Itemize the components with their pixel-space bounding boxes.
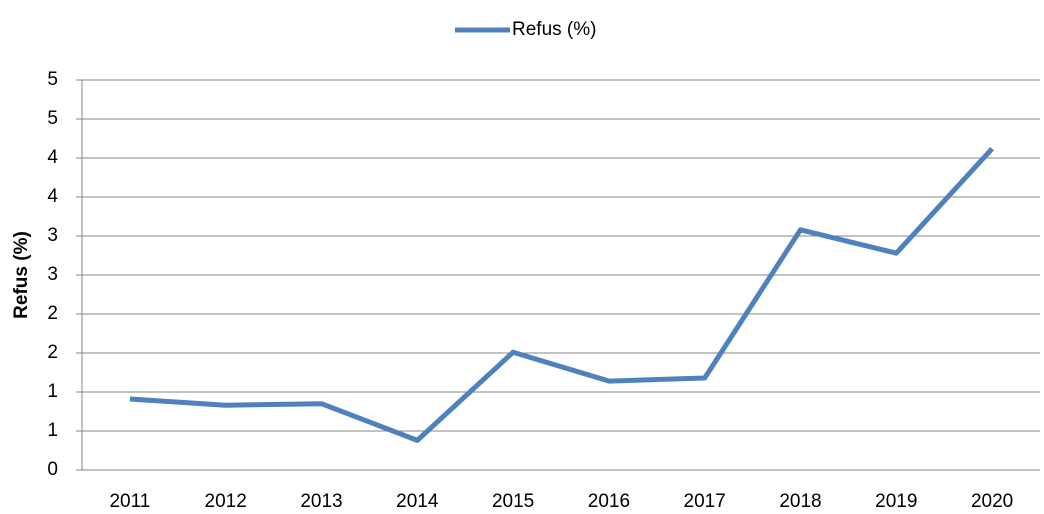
x-tick-label: 2017 [684, 491, 726, 512]
y-tick-label: 1 [47, 381, 58, 402]
y-tick-label: 0 [47, 459, 58, 480]
y-tick-label: 2 [47, 342, 58, 363]
y-tick-label: 5 [47, 69, 58, 90]
x-tick-label: 2011 [109, 491, 150, 512]
legend-label: Refus (%) [512, 19, 596, 40]
x-tick-label: 2015 [492, 491, 534, 512]
x-tick-label: 2018 [779, 491, 821, 512]
x-tick-label: 2014 [396, 491, 439, 512]
y-tick-label: 3 [47, 225, 58, 246]
x-tick-label: 2020 [971, 491, 1013, 512]
data-line [129, 146, 994, 443]
y-tick-label: 5 [47, 108, 58, 129]
y-tick-label: 4 [47, 186, 58, 207]
x-tick-label: 2013 [300, 491, 342, 512]
y-tick-label: 4 [47, 147, 58, 168]
y-tick-label: 3 [47, 264, 58, 285]
y-tick-label: 2 [47, 303, 58, 324]
x-tick-label: 2012 [205, 491, 247, 512]
y-tick-label: 1 [47, 420, 58, 441]
x-tick-label: 2016 [588, 491, 630, 512]
y-axis-label: Refus (%) [11, 231, 32, 319]
x-tick-label: 2019 [875, 491, 917, 512]
